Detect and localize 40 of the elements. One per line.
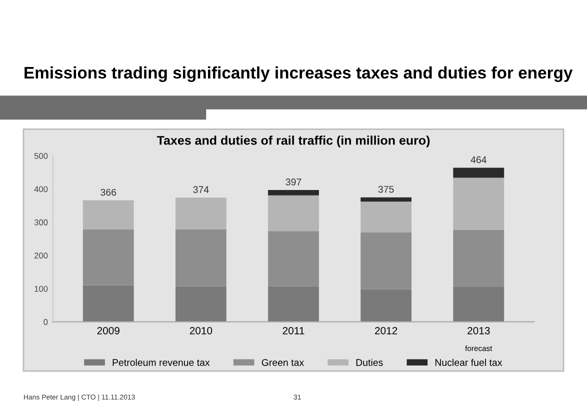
bar: [268, 195, 319, 232]
bar: [82, 285, 134, 322]
y-tick-label: 200: [34, 252, 48, 259]
bar: [453, 230, 504, 287]
bar: [360, 197, 412, 202]
bar: [453, 168, 504, 178]
bar: [268, 286, 319, 322]
bar: [453, 286, 504, 322]
total-label: 397: [286, 178, 302, 186]
bar: [82, 229, 134, 286]
x-tick-label: 2009: [97, 326, 120, 334]
bar: [360, 289, 412, 322]
chart-subtitle: Taxes and duties of rail traffic (in million euro): [156, 136, 430, 148]
legend-label: Duties: [356, 358, 383, 366]
bar: [175, 229, 226, 286]
legend-label: Nuclear fuel tax: [435, 358, 502, 366]
y-tick-label: 100: [34, 286, 48, 292]
x-tick-label: 2013: [468, 326, 490, 334]
y-tick-label: 500: [34, 153, 48, 159]
legend-label: Petroleum revenue tax: [112, 358, 210, 366]
bar: [268, 231, 319, 286]
legend-label: Green tax: [262, 359, 304, 366]
x-tick-label: 2011: [282, 326, 304, 334]
bar: [82, 200, 134, 230]
bar: [175, 286, 226, 322]
chart-title: Emissions trading significantly increases taxes and duties for energy: [24, 66, 573, 82]
bar: [360, 232, 412, 290]
bar: [453, 178, 504, 230]
bar: [268, 190, 319, 196]
total-label: 464: [470, 156, 486, 164]
y-tick-label: 400: [34, 186, 48, 192]
total-label: 374: [193, 186, 209, 194]
x-tick-label: 2012: [375, 326, 398, 334]
total-label: 375: [378, 186, 394, 193]
y-tick-label: 300: [34, 219, 48, 226]
bar: [360, 202, 412, 233]
bar: [175, 198, 226, 230]
y-tick-label: 0: [44, 319, 48, 325]
x-tick-label: 2010: [190, 326, 212, 334]
total-label: 366: [100, 188, 116, 196]
